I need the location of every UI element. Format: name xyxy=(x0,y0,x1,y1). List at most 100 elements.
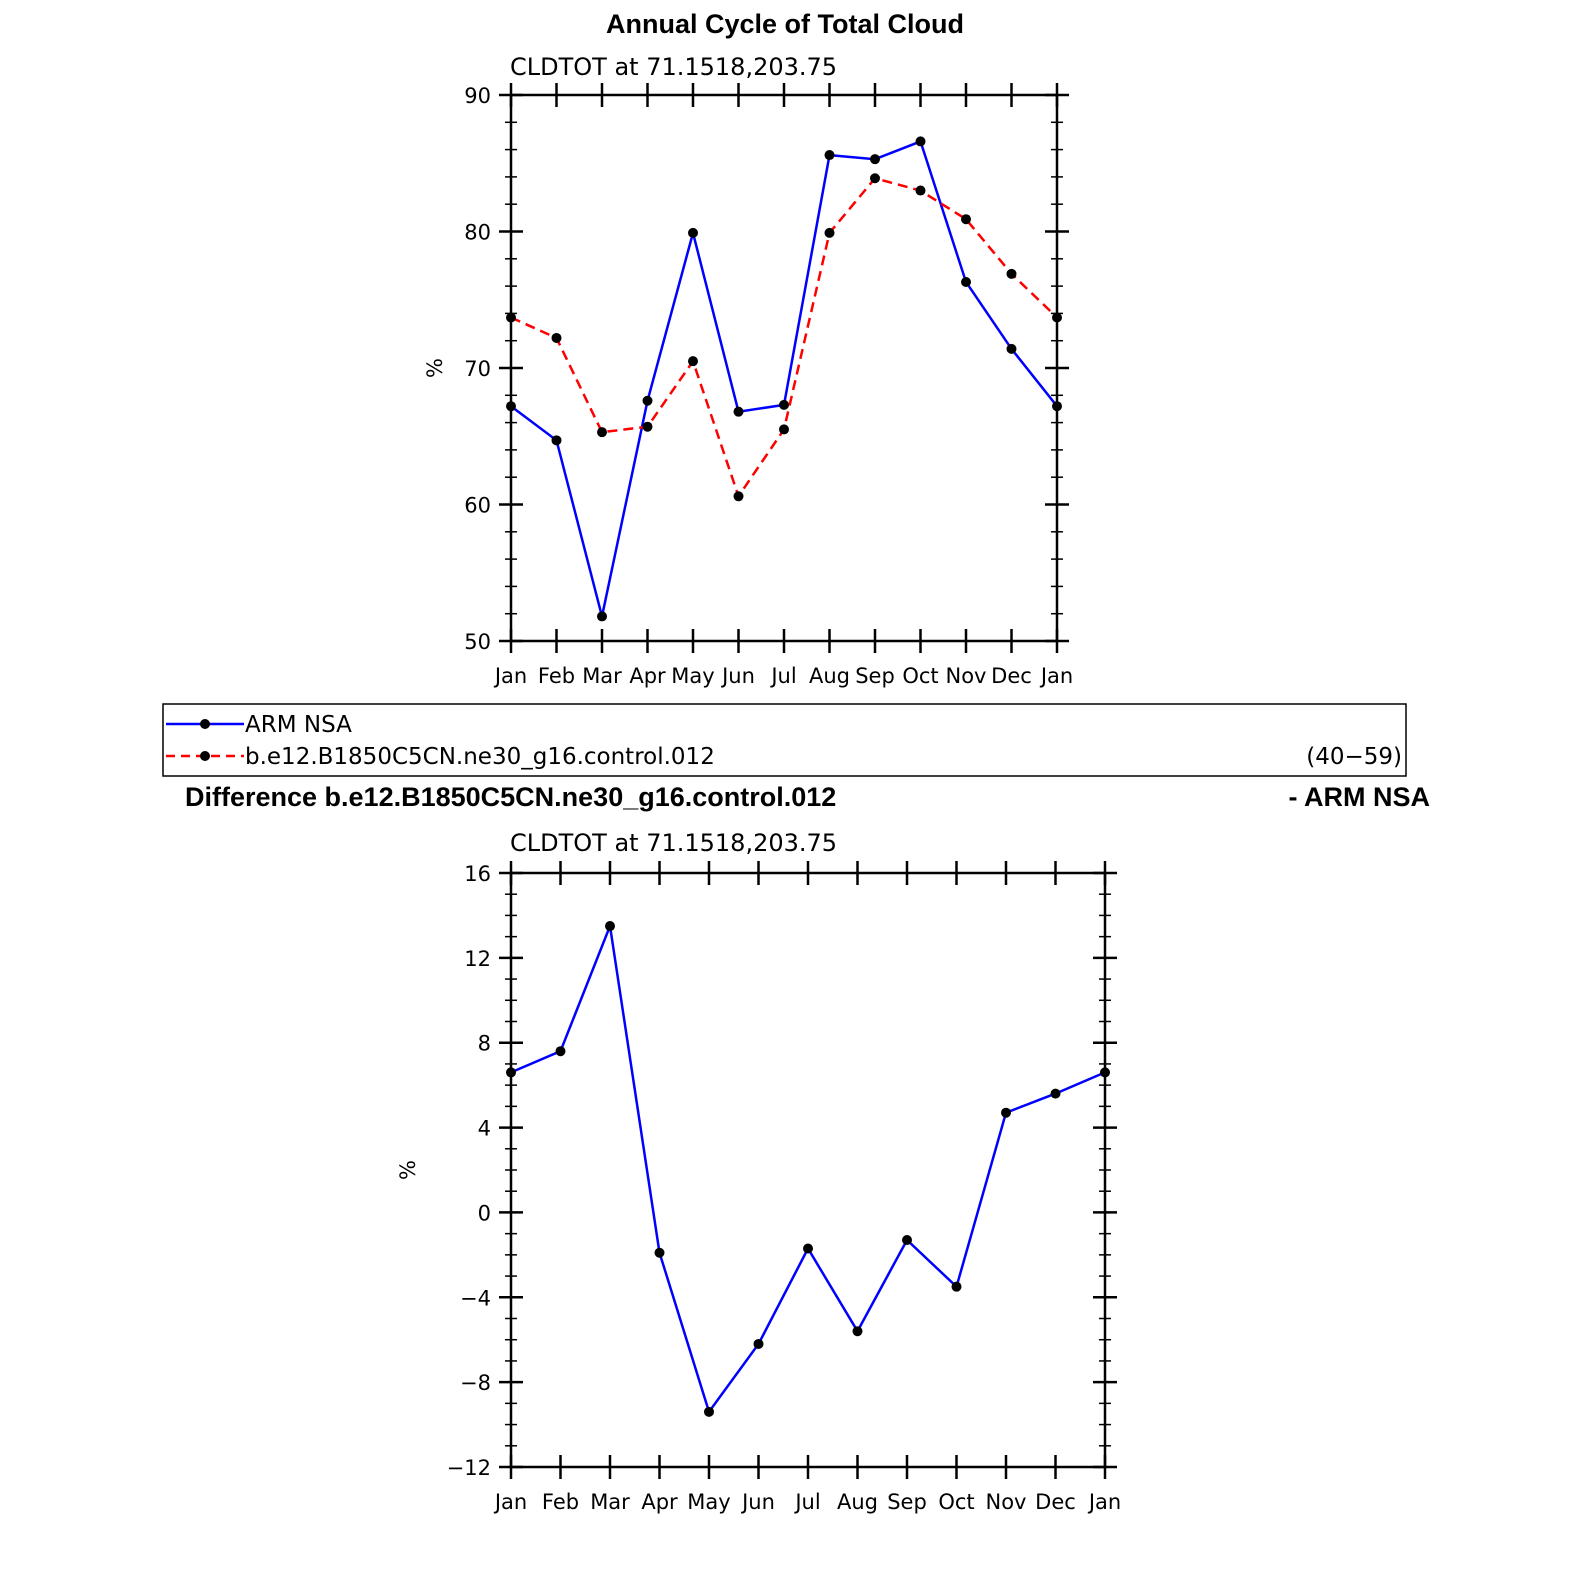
chart2-xtick-label: Sep xyxy=(887,1490,927,1514)
chart1-xtick-label: Jul xyxy=(769,664,796,688)
chart1-series-1-point xyxy=(733,491,744,502)
chart1-series-0-point xyxy=(1052,401,1062,412)
chart1-ytick-label: 80 xyxy=(464,221,491,245)
legend-obs-marker xyxy=(200,719,210,729)
chart1-xtick-label: Aug xyxy=(809,664,850,688)
chart2-ytick-label: −4 xyxy=(460,1286,491,1310)
chart2-series-0-point xyxy=(704,1406,714,1417)
chart2-ytick-label: −12 xyxy=(447,1456,491,1480)
chart2-xtick-label: Mar xyxy=(590,1490,630,1514)
chart1-series-1-point xyxy=(824,227,835,238)
chart1-series-1-point xyxy=(688,356,698,367)
chart2-xtick-label: May xyxy=(687,1490,730,1514)
chart1-xtick-label: Apr xyxy=(629,664,666,688)
chart2-xtick-label: Apr xyxy=(641,1490,678,1514)
chart1-series-1-point xyxy=(642,421,653,432)
chart2-ytick-label: 16 xyxy=(464,862,491,886)
chart1-title: Annual Cycle of Total Cloud xyxy=(606,9,964,39)
chart1-ytick-label: 50 xyxy=(464,630,491,654)
chart1-series-0-point xyxy=(1006,343,1017,354)
chart2-frame xyxy=(509,871,1107,1469)
chart1-xtick-label: Feb xyxy=(538,664,575,688)
chart2-series-0-point xyxy=(902,1235,912,1246)
chart1-subtitle: CLDTOT at 71.1518,203.75 xyxy=(510,53,837,81)
chart1-series-1-line xyxy=(510,176,1058,500)
chart1-series-1-point xyxy=(915,185,926,196)
chart2-series-0-point xyxy=(951,1281,962,1292)
chart1-series-0-point xyxy=(551,435,562,446)
chart1-series-0-point xyxy=(961,277,971,288)
chart2-xtick-label: Dec xyxy=(1035,1490,1076,1514)
chart2-ylabel: % xyxy=(396,1160,420,1180)
legend-model-marker xyxy=(200,751,210,761)
chart2-series-0-point xyxy=(506,1067,516,1078)
chart1-xtick-label: Mar xyxy=(582,664,622,688)
chart1-ytick-label: 90 xyxy=(464,84,491,108)
chart1-series-0-point xyxy=(779,399,789,410)
chart1-plot-area: 50 60 70 80 90 Jan Feb Mar Apr May Jun Jul Aug Sep Oct… xyxy=(464,83,1073,688)
legend: ARM NSA b.e12.B1850C5CN.ne30_g16.control… xyxy=(162,703,1407,777)
chart2-series-0-point xyxy=(555,1046,566,1057)
chart1-series-0-point xyxy=(824,150,835,161)
chart2-series-0-point xyxy=(852,1326,863,1337)
chart2-xtick-label: Jul xyxy=(793,1490,820,1514)
chart2-ytick-label: 8 xyxy=(478,1032,491,1056)
legend-obs-label: ARM NSA xyxy=(245,712,352,738)
legend-model-years: (40−59) xyxy=(1306,744,1402,770)
chart1-xtick-label: Nov xyxy=(946,664,987,688)
chart1-xtick-label: May xyxy=(671,664,714,688)
chart2-xtick-label: Jan xyxy=(1087,1490,1121,1514)
chart1-xtick-label: Oct xyxy=(902,664,938,688)
chart1-series-0-point xyxy=(506,401,516,412)
chart2-series-0-point xyxy=(654,1247,665,1258)
chart1-ytick-label: 60 xyxy=(464,494,491,518)
chart2-subtitle: CLDTOT at 71.1518,203.75 xyxy=(510,829,837,857)
chart1-xtick-label: Jan xyxy=(1039,664,1073,688)
chart1-series-1-point xyxy=(870,173,880,184)
chart2-xtick-label: Aug xyxy=(837,1490,878,1514)
chart1-series-0-point xyxy=(688,227,698,238)
chart2-xtick-label: Jun xyxy=(740,1490,775,1514)
chart1-xtick-label: Jan xyxy=(493,664,527,688)
chart1-ytick-label: 70 xyxy=(464,357,491,381)
chart1-frame xyxy=(509,93,1059,643)
chart1-xtick-label: Jun xyxy=(720,664,755,688)
chart1-series-0-point xyxy=(642,395,653,406)
chart2-title-right: - ARM NSA xyxy=(1289,782,1431,812)
chart1-xtick-label: Dec xyxy=(991,664,1032,688)
chart2-ytick-label: 4 xyxy=(478,1117,491,1141)
chart1-series-0-point xyxy=(870,154,880,165)
chart2-series-0-point xyxy=(1100,1067,1110,1078)
chart1-series-1-point xyxy=(506,312,516,323)
chart1-series-0-point xyxy=(915,136,926,147)
chart1-series-1-point xyxy=(1006,268,1017,279)
chart2-series-0-point xyxy=(1001,1107,1011,1118)
chart2-ytick-label: 12 xyxy=(464,947,491,971)
chart2-series-0-point xyxy=(1050,1088,1061,1099)
legend-box xyxy=(162,703,1407,777)
chart2-series-0-point xyxy=(753,1338,764,1349)
chart1-series-1-point xyxy=(779,424,789,435)
chart1-series-0-point xyxy=(597,611,607,622)
chart2-title: Difference b.e12.B1850C5CN.ne30_g16.cont… xyxy=(185,782,836,812)
chart2-xtick-label: Jan xyxy=(493,1490,527,1514)
chart1-series-0-point xyxy=(733,406,744,417)
chart2-plot-area: −12 −8 −4 0 4 8 12 16 Jan Feb Mar Apr May Jun Jul Aug Se… xyxy=(447,861,1121,1514)
chart1-series-1-point xyxy=(551,332,562,343)
chart2-xtick-label: Oct xyxy=(938,1490,974,1514)
chart1-series-1-point xyxy=(961,214,971,225)
chart2-xtick-label: Feb xyxy=(542,1490,579,1514)
chart1-series-0-line xyxy=(510,139,1058,617)
chart2-series-0-point xyxy=(803,1243,813,1254)
legend-model-label: b.e12.B1850C5CN.ne30_g16.control.012 xyxy=(245,744,715,770)
chart2-series-0-line xyxy=(510,921,1106,1415)
chart2-ytick-label: 0 xyxy=(478,1201,491,1225)
chart2-xtick-label: Nov xyxy=(986,1490,1027,1514)
chart1-ylabel: % xyxy=(423,358,447,378)
chart1-series-1-point xyxy=(597,427,607,438)
chart2-ytick-label: −8 xyxy=(460,1371,491,1395)
chart1-series-1-point xyxy=(1052,312,1062,323)
chart2-series-0-point xyxy=(605,921,615,932)
chart1-xtick-label: Sep xyxy=(855,664,895,688)
